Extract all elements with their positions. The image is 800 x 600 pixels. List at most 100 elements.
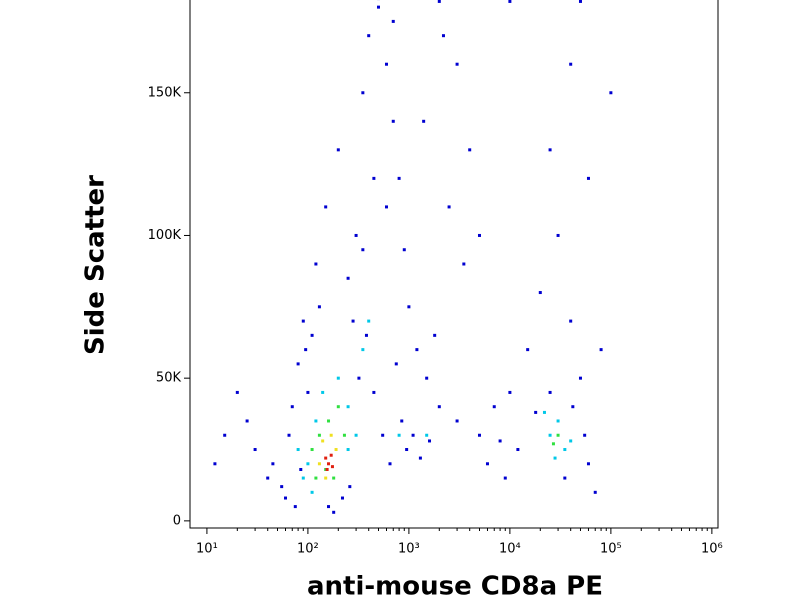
- point: [271, 462, 275, 466]
- point: [310, 448, 314, 452]
- y-axis-title: Side Scatter: [81, 175, 111, 355]
- point: [425, 433, 429, 437]
- x-tick-label: 10²: [297, 542, 319, 557]
- point: [372, 176, 376, 180]
- point: [332, 476, 336, 480]
- point: [437, 405, 441, 409]
- point: [354, 233, 358, 237]
- point: [556, 433, 560, 437]
- point: [357, 376, 361, 380]
- point: [553, 456, 557, 460]
- point: [317, 462, 321, 466]
- point: [290, 405, 294, 409]
- point: [477, 433, 481, 437]
- point: [321, 439, 325, 443]
- point: [593, 490, 597, 494]
- point: [299, 467, 303, 471]
- point: [346, 448, 350, 452]
- point: [336, 376, 340, 380]
- point: [556, 419, 560, 423]
- point: [354, 433, 358, 437]
- point: [213, 462, 217, 466]
- point: [425, 376, 429, 380]
- point: [548, 390, 552, 394]
- point: [556, 233, 560, 237]
- point: [508, 390, 512, 394]
- point: [397, 433, 401, 437]
- point: [327, 505, 331, 509]
- point: [437, 0, 441, 3]
- point: [534, 410, 538, 414]
- point: [384, 62, 388, 66]
- point: [324, 476, 328, 480]
- point: [329, 433, 333, 437]
- point: [462, 262, 466, 266]
- x-tick-label: 10⁵: [600, 542, 622, 557]
- point: [340, 496, 344, 500]
- point: [324, 456, 328, 460]
- point: [599, 348, 603, 352]
- point: [336, 148, 340, 152]
- point: [367, 34, 371, 38]
- point: [586, 176, 590, 180]
- point: [361, 248, 365, 252]
- point: [428, 439, 432, 443]
- point: [563, 448, 567, 452]
- point: [361, 348, 365, 352]
- point: [433, 333, 437, 337]
- point: [372, 390, 376, 394]
- point: [492, 405, 496, 409]
- point: [346, 405, 350, 409]
- point: [455, 62, 459, 66]
- point: [569, 62, 573, 66]
- point: [578, 0, 582, 3]
- point: [245, 419, 249, 423]
- point: [411, 433, 415, 437]
- point: [384, 205, 388, 209]
- point: [388, 462, 392, 466]
- point: [418, 456, 422, 460]
- point: [324, 205, 328, 209]
- point: [334, 448, 338, 452]
- point: [342, 433, 346, 437]
- point: [327, 419, 331, 423]
- point: [422, 119, 426, 123]
- point: [314, 262, 318, 266]
- point: [284, 496, 288, 500]
- point: [516, 448, 520, 452]
- point: [441, 34, 445, 38]
- point: [330, 465, 334, 469]
- point: [400, 419, 404, 423]
- point: [346, 276, 350, 280]
- point: [526, 348, 530, 352]
- point: [498, 439, 502, 443]
- point: [397, 176, 401, 180]
- point: [485, 462, 489, 466]
- point: [548, 433, 552, 437]
- point: [391, 19, 395, 23]
- point: [296, 362, 300, 366]
- point: [548, 148, 552, 152]
- point: [348, 485, 352, 489]
- point: [542, 410, 546, 414]
- x-tick-label: 10¹: [196, 542, 218, 557]
- point: [569, 319, 573, 323]
- point: [364, 333, 368, 337]
- point: [391, 119, 395, 123]
- point: [405, 448, 409, 452]
- y-tick-label: 0: [173, 513, 181, 528]
- x-tick-label: 10⁴: [499, 542, 521, 557]
- point: [332, 510, 336, 514]
- point: [394, 362, 398, 366]
- point: [306, 390, 310, 394]
- point: [235, 390, 239, 394]
- y-tick-label: 150K: [148, 85, 182, 100]
- x-axis-title: anti-mouse CD8a PE: [307, 572, 603, 600]
- point: [310, 490, 314, 494]
- x-tick-label: 10³: [398, 542, 420, 557]
- point: [314, 476, 318, 480]
- point: [317, 433, 321, 437]
- point: [304, 348, 308, 352]
- point: [376, 5, 380, 9]
- point: [301, 476, 305, 480]
